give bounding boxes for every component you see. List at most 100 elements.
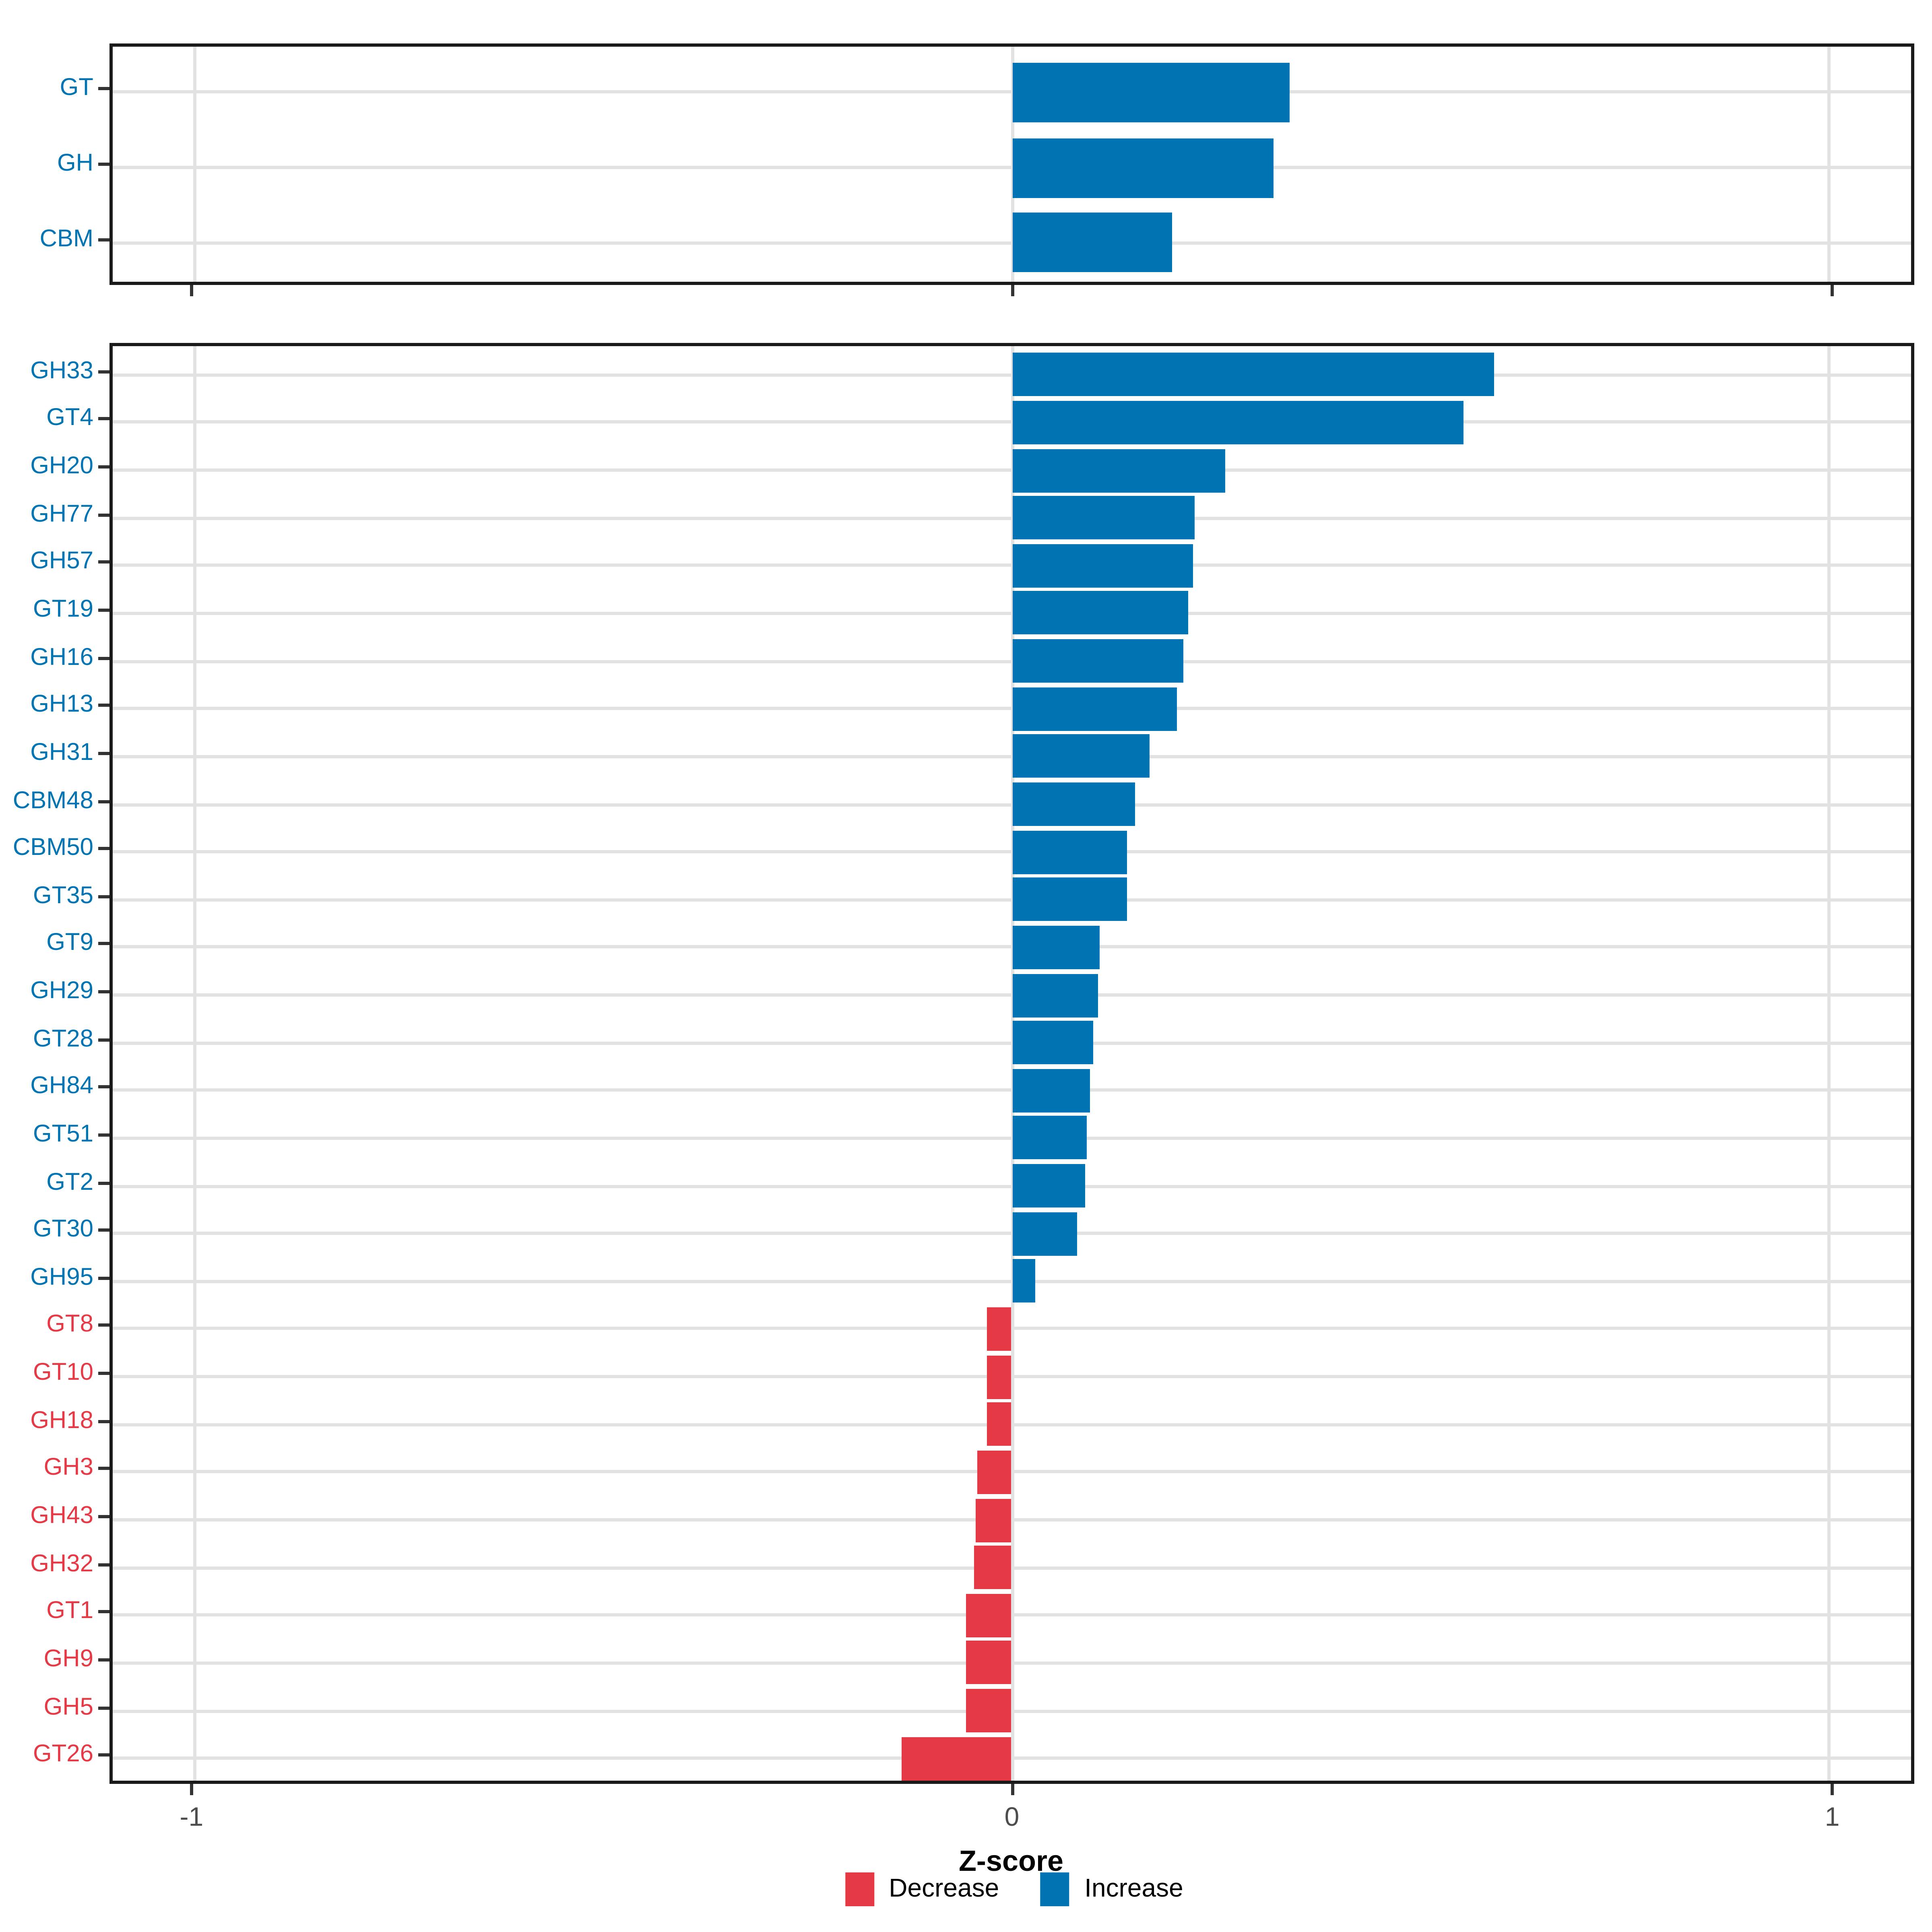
legend-item-decrease: Decrease	[845, 1872, 999, 1906]
panel-family-detail	[109, 343, 1914, 1784]
y-axis-tick	[98, 656, 109, 660]
y-axis-tick	[98, 1563, 109, 1566]
y-axis-tick	[98, 847, 109, 850]
y-axis-label-GH31: GH31	[30, 739, 93, 766]
bar-GT30	[1012, 1212, 1077, 1256]
y-axis-tick	[98, 465, 109, 469]
bar-GH33	[1012, 353, 1494, 396]
y-axis-tick	[98, 704, 109, 707]
decrease-swatch-icon	[845, 1872, 875, 1906]
y-axis-tick	[98, 942, 109, 946]
x-axis-tick-label: -1	[180, 1803, 204, 1832]
bar-GH77	[1012, 496, 1194, 539]
bar-GH18	[987, 1402, 1012, 1446]
y-axis-label-GH33: GH33	[30, 357, 93, 385]
bar-GH3	[976, 1451, 1012, 1494]
bar-GH	[1012, 138, 1274, 198]
y-axis-label-GT: GT	[60, 74, 93, 102]
bar-GT19	[1012, 591, 1189, 634]
y-gridline	[113, 1518, 1911, 1522]
y-axis-tick	[98, 608, 109, 612]
x-axis-tick	[190, 1784, 193, 1795]
y-gridline	[113, 1327, 1911, 1331]
y-axis-tick	[98, 1420, 109, 1423]
y-axis-label-GT9: GT9	[46, 929, 93, 957]
bar-GT35	[1012, 877, 1127, 921]
x-axis-tick	[1831, 1784, 1834, 1795]
bar-GT4	[1012, 401, 1463, 444]
y-axis-tick	[98, 417, 109, 421]
bar-GH13	[1012, 687, 1177, 731]
y-axis-label-GT30: GT30	[33, 1216, 93, 1243]
y-axis-tick	[98, 1658, 109, 1662]
bar-GH9	[965, 1641, 1012, 1684]
legend-label-increase: Increase	[1084, 1875, 1183, 1902]
y-axis-tick	[98, 87, 109, 91]
y-axis-tick	[98, 163, 109, 166]
y-axis-tick	[98, 1181, 109, 1185]
y-axis-tick	[98, 1467, 109, 1471]
y-axis-label-GT4: GT4	[46, 405, 93, 432]
bar-GT8	[987, 1307, 1012, 1351]
y-axis-tick	[98, 895, 109, 898]
bar-GH31	[1012, 734, 1150, 778]
y-axis-label-GH: GH	[57, 150, 93, 177]
x-axis-title: Z-score	[958, 1845, 1064, 1877]
y-axis-label-GH77: GH77	[30, 500, 93, 528]
y-axis-label-GH18: GH18	[30, 1407, 93, 1435]
bar-GT9	[1012, 926, 1100, 969]
y-axis-label-CBM: CBM	[39, 225, 93, 253]
x-axis-tick-label: 0	[1004, 1803, 1020, 1832]
bar-GT28	[1012, 1021, 1094, 1064]
y-axis-label-GH16: GH16	[30, 643, 93, 671]
y-gridline	[113, 1614, 1911, 1617]
x-axis-tick-label: 1	[1825, 1803, 1840, 1832]
y-axis-label-GH95: GH95	[30, 1263, 93, 1291]
y-axis-label-GH3: GH3	[43, 1454, 93, 1482]
bar-CBM	[1012, 213, 1171, 272]
y-axis-tick	[98, 238, 109, 242]
y-gridline	[113, 1470, 1911, 1474]
y-axis-label-GT2: GT2	[46, 1168, 93, 1196]
bar-GH43	[975, 1499, 1012, 1542]
y-gridline	[113, 1661, 1911, 1665]
y-axis-label-GH57: GH57	[30, 548, 93, 576]
bar-GT26	[901, 1737, 1012, 1781]
y-axis-tick	[98, 370, 109, 374]
increase-swatch-icon	[1041, 1872, 1070, 1906]
y-axis-tick	[98, 1515, 109, 1519]
y-axis-label-CBM48: CBM48	[12, 786, 93, 814]
x-gridline	[193, 346, 196, 1781]
bar-GT51	[1012, 1116, 1086, 1159]
y-axis-tick	[98, 990, 109, 994]
y-axis-label-CBM50: CBM50	[12, 834, 93, 862]
bar-GH29	[1012, 974, 1099, 1018]
y-axis-label-GH43: GH43	[30, 1502, 93, 1530]
x-axis-tick	[1831, 285, 1834, 296]
y-axis-tick	[98, 1372, 109, 1375]
y-axis-tick	[98, 1133, 109, 1137]
y-axis-label-GH29: GH29	[30, 977, 93, 1005]
bar-GT10	[987, 1356, 1012, 1399]
bar-GH20	[1012, 449, 1224, 493]
y-axis-tick	[98, 513, 109, 516]
y-axis-tick	[98, 1324, 109, 1327]
legend-item-increase: Increase	[1041, 1872, 1183, 1906]
bar-GT2	[1012, 1164, 1085, 1208]
y-axis-label-GT51: GT51	[33, 1120, 93, 1148]
y-axis-label-GH84: GH84	[30, 1073, 93, 1100]
y-axis-tick	[98, 1228, 109, 1232]
y-axis-label-GT19: GT19	[33, 595, 93, 623]
bar-GH57	[1012, 544, 1193, 588]
y-axis-label-GH9: GH9	[43, 1645, 93, 1673]
bar-GH84	[1012, 1069, 1090, 1113]
legend: Decrease Increase	[845, 1872, 1183, 1906]
x-gridline	[1827, 47, 1831, 282]
y-axis-label-GT28: GT28	[33, 1025, 93, 1053]
x-gridline	[1827, 346, 1831, 1781]
y-axis-tick	[98, 1706, 109, 1709]
panel-class-summary	[109, 43, 1914, 285]
y-axis-label-GH5: GH5	[43, 1693, 93, 1721]
